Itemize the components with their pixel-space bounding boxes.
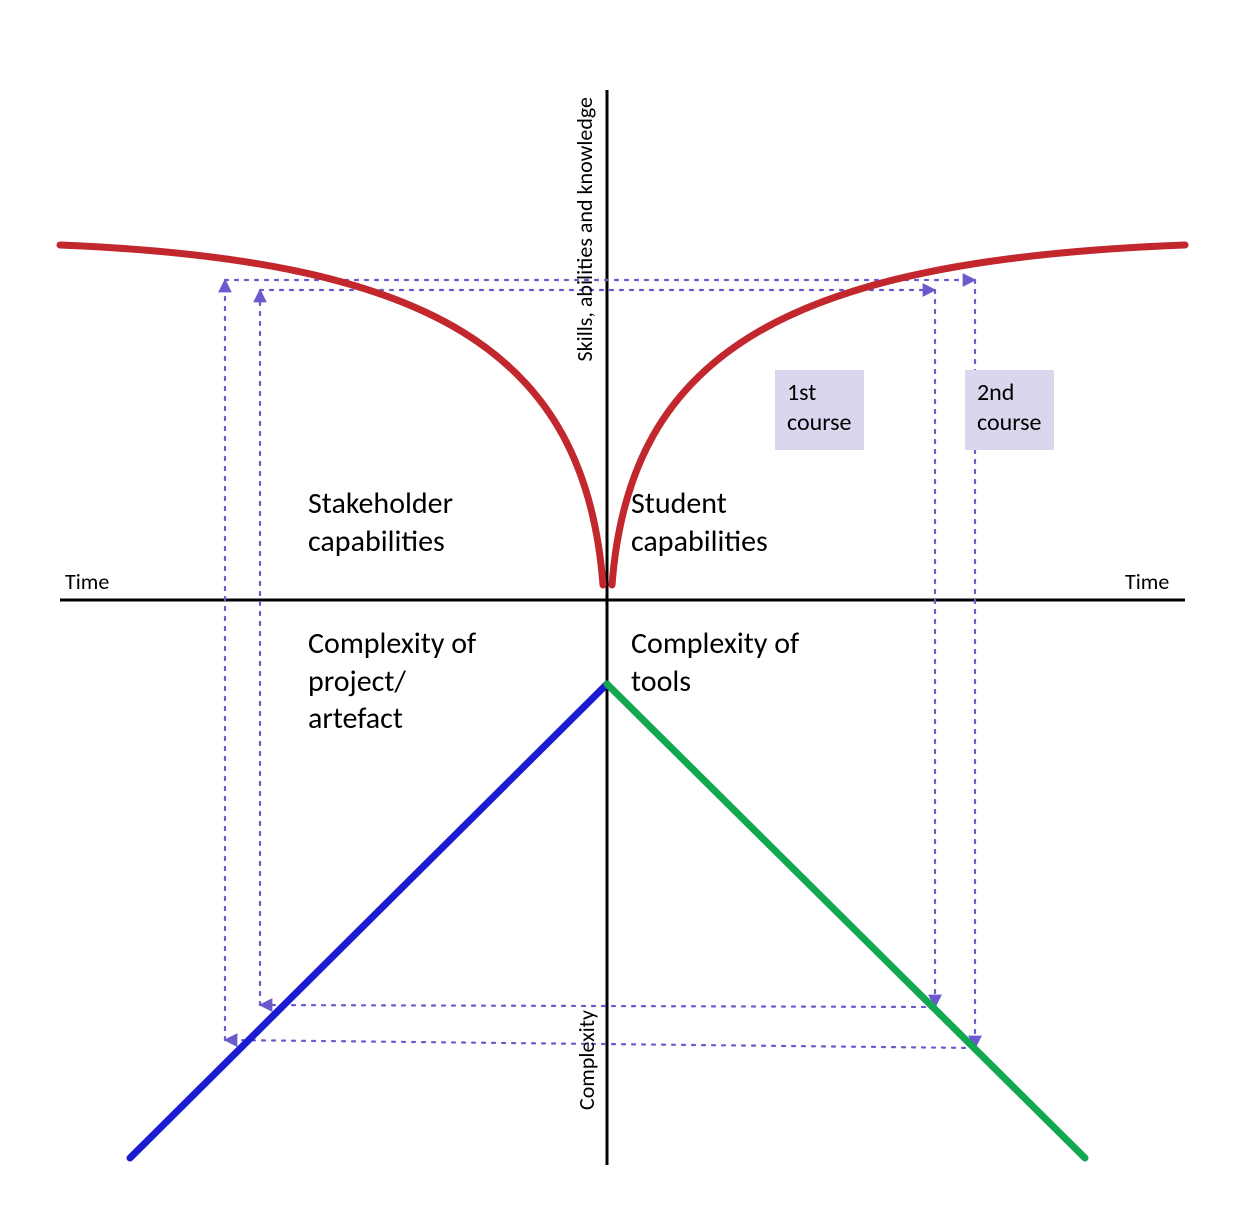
guide-line-7 <box>225 1040 975 1048</box>
line-project-complexity <box>130 684 607 1158</box>
diagram-svg <box>0 0 1240 1229</box>
label-complexity-tools: Complexity of tools <box>631 625 799 700</box>
x-axis-label-left: Time <box>65 568 109 595</box>
course-box-second: 2nd course <box>965 370 1054 450</box>
y-axis-label-top: Skills, abilities and knowledge <box>571 97 598 361</box>
diagram-stage: Stakeholder capabilities Student capabil… <box>0 0 1240 1229</box>
line-tool-complexity <box>607 684 1085 1158</box>
course-box-first: 1st course <box>775 370 864 450</box>
x-axis-label-right: Time <box>1125 568 1169 595</box>
label-stakeholder-capabilities: Stakeholder capabilities <box>308 485 453 560</box>
y-axis-label-bottom: Complexity <box>573 1010 600 1110</box>
label-student-capabilities: Student capabilities <box>631 485 768 560</box>
label-complexity-project: Complexity of project/ artefact <box>308 625 476 738</box>
guide-line-3 <box>260 1005 935 1007</box>
